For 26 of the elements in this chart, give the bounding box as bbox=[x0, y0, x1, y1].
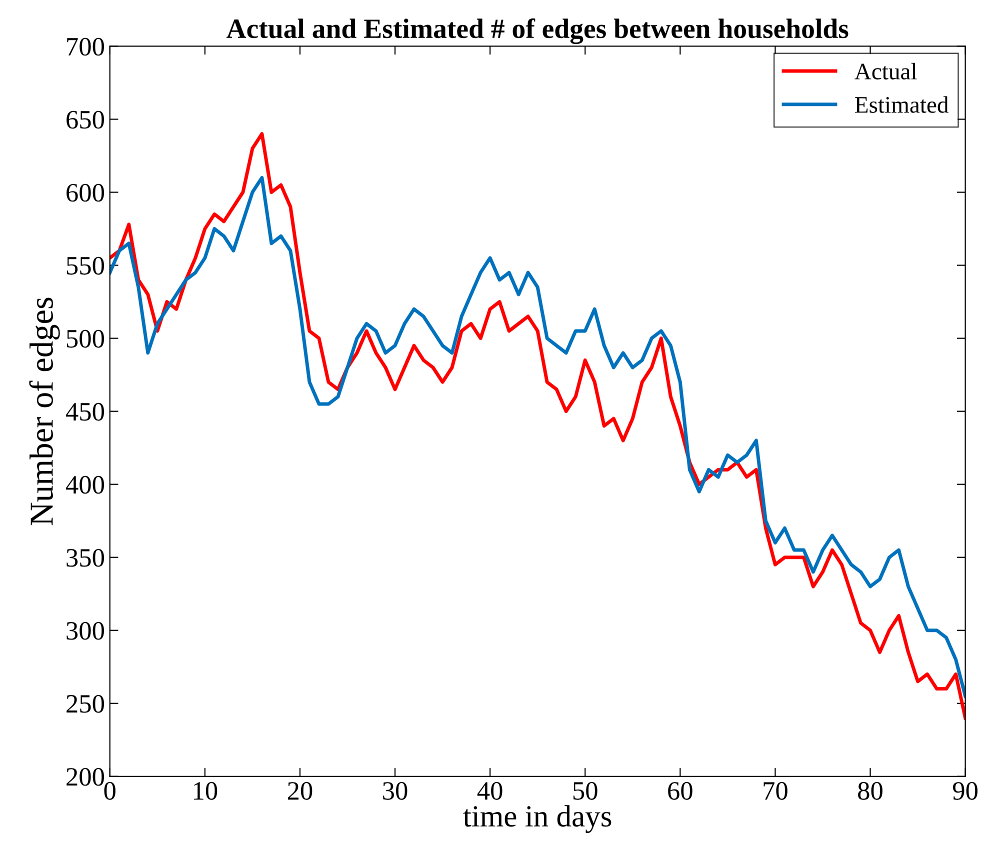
x-tick-label: 70 bbox=[764, 782, 788, 800]
y-tick-label: 600 bbox=[66, 184, 104, 202]
x-axis-title: time in days bbox=[463, 805, 612, 833]
x-tick-label: 30 bbox=[383, 782, 408, 800]
y-tick-label: 300 bbox=[66, 622, 104, 640]
y-tick-label: 400 bbox=[66, 476, 104, 494]
x-tick-label: 0 bbox=[104, 782, 116, 800]
legend-label: Actual bbox=[854, 62, 917, 80]
x-tick-label: 60 bbox=[668, 782, 692, 800]
x-tick-label: 80 bbox=[858, 782, 882, 800]
x-tick-label: 20 bbox=[288, 782, 312, 800]
y-tick-label: 700 bbox=[67, 38, 104, 56]
y-tick-label: 200 bbox=[66, 768, 104, 786]
y-tick-label: 250 bbox=[66, 694, 104, 713]
chart-title: Actual and Estimated # of edges between households bbox=[226, 18, 848, 44]
y-tick-label: 450 bbox=[66, 402, 104, 421]
x-tick-label: 40 bbox=[477, 782, 502, 800]
y-tick-label: 650 bbox=[66, 110, 104, 129]
x-tick-label: 10 bbox=[194, 782, 218, 800]
y-tick-label: 500 bbox=[66, 330, 104, 348]
y-tick-label: 350 bbox=[66, 548, 104, 567]
x-tick-label: 50 bbox=[573, 782, 598, 800]
legend-label: Estimated bbox=[855, 96, 948, 113]
y-tick-label: 550 bbox=[66, 256, 104, 275]
y-axis-title: Number of edges bbox=[29, 298, 60, 526]
x-tick-label: 90 bbox=[952, 782, 978, 800]
